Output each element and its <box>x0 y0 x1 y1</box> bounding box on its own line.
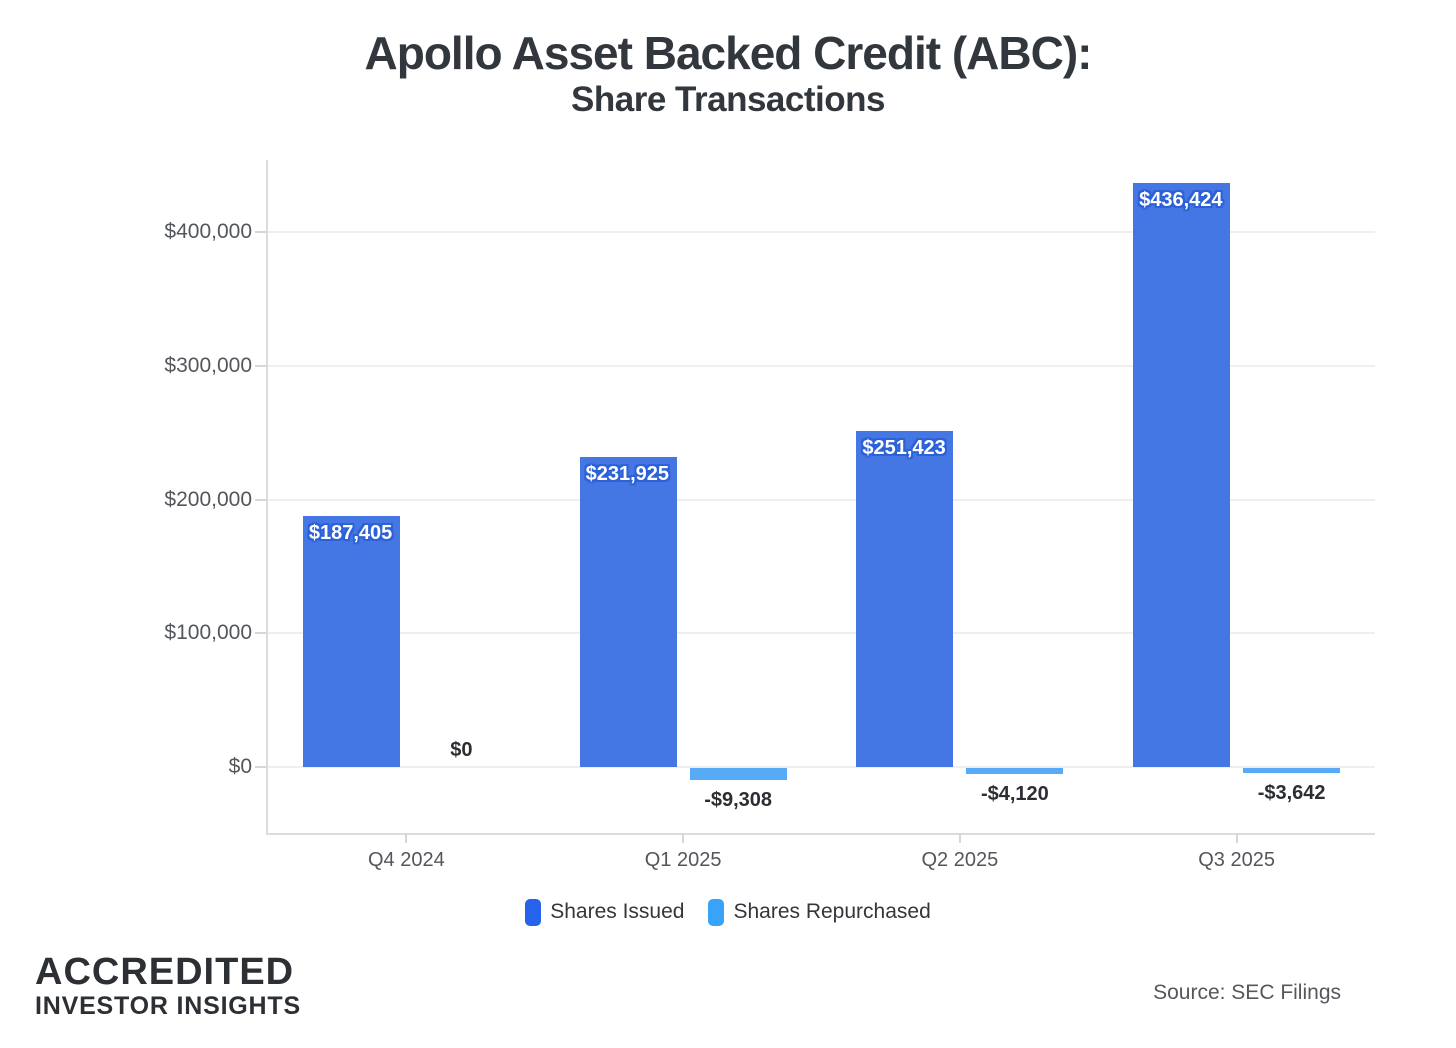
bar-value-label: -$4,120 <box>980 782 1049 805</box>
title-block: Apollo Asset Backed Credit (ABC): Share … <box>0 0 1456 119</box>
bar-value-label: -$9,308 <box>704 789 773 812</box>
bar-value-label: -$3,642 <box>1257 781 1326 804</box>
y-axis-label: $0 <box>228 755 252 778</box>
y-gridline <box>268 766 1375 768</box>
bar-shares-repurchased <box>966 768 1064 774</box>
y-axis-label: $200,000 <box>164 487 252 511</box>
y-gridline <box>268 632 1375 635</box>
y-gridline <box>268 498 1375 501</box>
bar-shares-issued <box>579 456 677 767</box>
x-axis-label: Q3 2025 <box>1198 849 1275 871</box>
y-axis-label: $400,000 <box>164 220 252 243</box>
bar-shares-repurchased <box>1243 768 1341 773</box>
chart-title: Apollo Asset Backed Credit (ABC): <box>364 27 1093 79</box>
y-gridline <box>268 364 1375 367</box>
x-axis-label: Q2 2025 <box>921 849 999 871</box>
y-axis-tick <box>255 498 266 501</box>
legend-item: Shares Repurchased <box>708 898 931 926</box>
bar-shares-issued <box>856 430 954 767</box>
y-axis-label: $100,000 <box>164 621 252 645</box>
y-axis-label: $300,000 <box>164 353 252 377</box>
brand-tagline: INVESTOR INSIGHTS <box>35 992 301 1020</box>
y-gridline <box>268 231 1375 233</box>
x-axis-tick <box>405 833 408 843</box>
plot-area: $0 $100,000 $200,000 $300,000 $400,000 Q4 202… <box>164 160 1375 871</box>
bar-shares-issued <box>1133 183 1231 767</box>
legend-item: Shares Issued <box>525 898 685 926</box>
x-axis-label: Q1 2025 <box>644 849 722 871</box>
bar-value-label: $251,423 <box>862 436 946 459</box>
y-axis-tick <box>255 766 266 768</box>
legend-swatch-icon <box>708 898 725 926</box>
x-axis-tick <box>682 833 685 843</box>
x-axis-label: Q4 2024 <box>368 849 445 871</box>
brand-name: ACCREDITED <box>35 951 295 993</box>
y-axis-tick <box>255 632 266 635</box>
legend-label: Shares Repurchased <box>733 900 931 923</box>
bar-value-label: $231,925 <box>585 462 670 485</box>
chart-subtitle: Share Transactions <box>571 79 885 119</box>
y-axis-tick <box>255 364 266 367</box>
bar-value-label: $187,405 <box>308 522 393 545</box>
x-axis-tick <box>1235 833 1238 843</box>
chart-legend: Shares Issued Shares Repurchased <box>0 896 1456 928</box>
legend-swatch-icon <box>525 898 542 926</box>
bar-value-label: $436,424 <box>1139 189 1223 212</box>
brand-logo: ACCREDITED INVESTOR INSIGHTS <box>35 953 301 1021</box>
bar-zero-label: $0 <box>450 739 473 761</box>
bar-shares-repurchased <box>689 768 787 781</box>
bar-shares-issued <box>302 516 400 767</box>
x-axis-tick <box>958 833 961 843</box>
y-axis-tick <box>255 231 266 233</box>
source-attribution: Source: SEC Filings <box>1153 981 1341 1004</box>
legend-label: Shares Issued <box>550 900 685 923</box>
